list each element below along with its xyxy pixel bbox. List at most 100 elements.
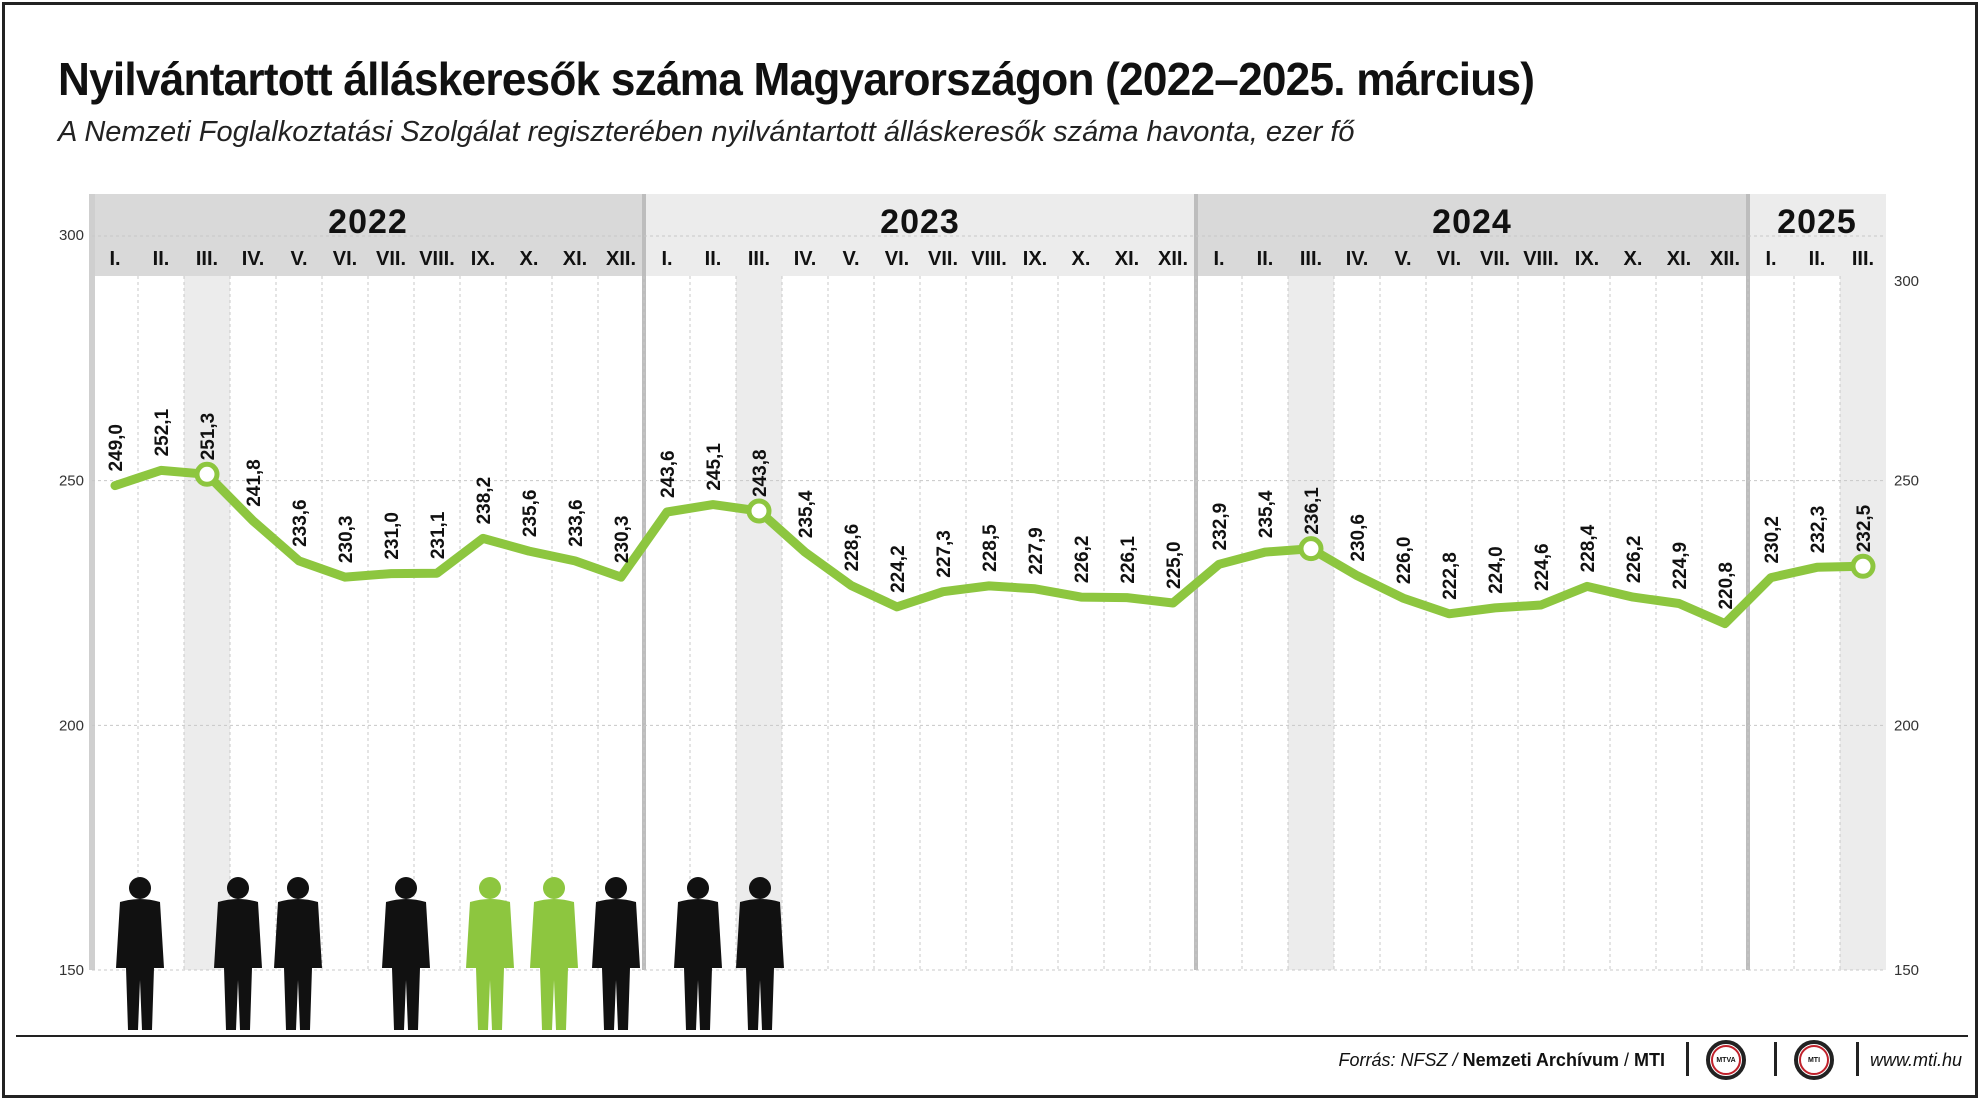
data-label: 220,8 <box>1716 562 1737 610</box>
data-label: 228,5 <box>980 524 1001 572</box>
data-label: 224,0 <box>1486 546 1507 594</box>
data-label: 230,3 <box>612 516 633 564</box>
person-silhouette-icon <box>530 877 578 1030</box>
data-label: 230,2 <box>1762 516 1783 564</box>
month-label: IV. <box>794 248 817 270</box>
month-label: III. <box>1852 248 1874 270</box>
silhouette-head <box>749 877 771 899</box>
person-silhouette-icon <box>592 877 640 1030</box>
y-tick-label-left: 150 <box>59 962 84 979</box>
data-label: 231,1 <box>428 511 449 559</box>
month-label: VIII. <box>419 248 455 270</box>
data-label: 241,8 <box>244 459 265 507</box>
footer-separator <box>1856 1042 1859 1076</box>
person-silhouette-icon <box>116 877 164 1030</box>
data-label: 230,3 <box>336 516 357 564</box>
data-label: 252,1 <box>152 408 173 456</box>
data-label: 251,3 <box>198 413 219 461</box>
month-label: XII. <box>606 248 636 270</box>
month-label: III. <box>1300 248 1322 270</box>
data-label: 231,0 <box>382 512 403 560</box>
month-label: VIII. <box>1523 248 1559 270</box>
month-label: II. <box>705 248 722 270</box>
data-label: 243,8 <box>750 449 771 497</box>
y-tick-label-right: 250 <box>1894 473 1919 490</box>
silhouette-body <box>116 899 164 1030</box>
month-label: VI. <box>885 248 909 270</box>
silhouette-body <box>674 899 722 1030</box>
footer-separator <box>1774 1042 1777 1076</box>
data-label: 228,6 <box>842 524 863 572</box>
month-label: VI. <box>333 248 357 270</box>
month-label: III. <box>196 248 218 270</box>
highlight-column <box>1840 276 1886 970</box>
data-label: 235,4 <box>1256 490 1277 538</box>
y-tick-label-left: 300 <box>59 227 84 244</box>
year-label: 2025 <box>1777 203 1857 241</box>
month-label: IV. <box>1346 248 1369 270</box>
chart-subtitle: A Nemzeti Foglalkoztatási Szolgálat regi… <box>58 116 1355 148</box>
person-silhouette-icon <box>274 877 322 1030</box>
month-label: IX. <box>1023 248 1047 270</box>
silhouette-body <box>214 899 262 1030</box>
highlight-column <box>1288 276 1334 970</box>
silhouette-body <box>736 899 784 1030</box>
data-label: 243,6 <box>658 450 679 498</box>
month-label: II. <box>153 248 170 270</box>
silhouette-body <box>382 899 430 1030</box>
data-label: 238,2 <box>474 477 495 525</box>
y-tick-label-left: 250 <box>59 473 84 490</box>
year-header-band <box>1748 194 1886 276</box>
footer-separator <box>1686 1042 1689 1076</box>
highlight-column <box>736 276 782 970</box>
month-label: I. <box>109 248 120 270</box>
y-tick-label-right: 150 <box>1894 962 1919 979</box>
data-label: 249,0 <box>106 424 127 472</box>
data-label: 233,6 <box>290 499 311 547</box>
silhouette-head <box>543 877 565 899</box>
data-label: 227,3 <box>934 530 955 578</box>
silhouette-head <box>687 877 709 899</box>
y-tick-label-right: 300 <box>1894 273 1919 290</box>
silhouette-body <box>274 899 322 1030</box>
mti-logo-text: MTI <box>1799 1045 1829 1075</box>
year-header-band <box>644 194 1196 276</box>
data-label: 224,2 <box>888 545 909 593</box>
silhouette-head <box>287 877 309 899</box>
chart-title: Nyilvántartott álláskeresők száma Magyar… <box>58 53 1535 105</box>
silhouette-body <box>592 899 640 1030</box>
silhouette-body <box>530 899 578 1030</box>
month-label: VII. <box>928 248 958 270</box>
data-label: 226,0 <box>1394 537 1415 585</box>
data-label: 232,9 <box>1210 503 1231 551</box>
month-label: VI. <box>1437 248 1461 270</box>
month-label: XII. <box>1710 248 1740 270</box>
month-label: X. <box>1072 248 1091 270</box>
highlight-point-marker <box>1298 536 1324 562</box>
month-label: VII. <box>376 248 406 270</box>
month-label: V. <box>1394 248 1411 270</box>
mtva-logo-text: MTVA <box>1711 1045 1741 1075</box>
data-label: 228,4 <box>1578 524 1599 572</box>
silhouette-head <box>129 877 151 899</box>
mtva-logo-icon: MTVA <box>1706 1040 1746 1080</box>
year-label: 2023 <box>880 203 960 241</box>
person-silhouette-icon <box>382 877 430 1030</box>
person-silhouette-icon <box>214 877 262 1030</box>
source-mti: MTI <box>1634 1050 1665 1070</box>
silhouette-head <box>479 877 501 899</box>
year-label: 2024 <box>1432 203 1512 241</box>
year-label: 2022 <box>328 203 408 241</box>
silhouette-body <box>466 899 514 1030</box>
data-label: 226,1 <box>1118 536 1139 584</box>
data-label: 224,6 <box>1532 543 1553 591</box>
y-tick-label-left: 200 <box>59 717 84 734</box>
month-label: VIII. <box>971 248 1007 270</box>
silhouette-head <box>395 877 417 899</box>
highlight-point-marker <box>746 498 772 524</box>
source-text: Forrás: NFSZ / Nemzeti Archívum / MTI <box>1339 1050 1665 1071</box>
month-label: V. <box>842 248 859 270</box>
month-label: II. <box>1257 248 1274 270</box>
data-label: 236,1 <box>1302 487 1323 535</box>
year-header-band <box>1196 194 1748 276</box>
